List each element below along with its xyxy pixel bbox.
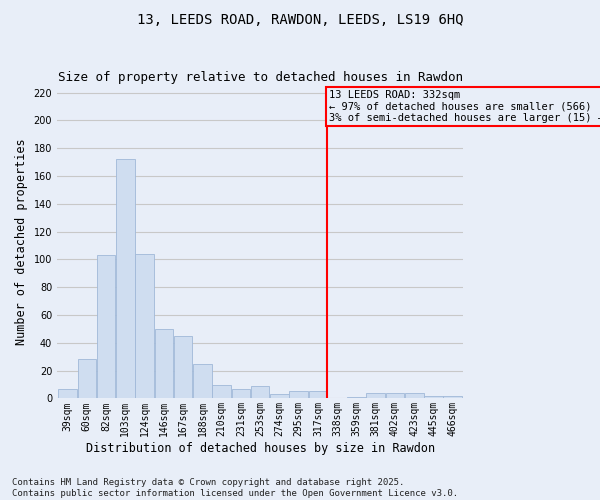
Bar xyxy=(424,396,443,398)
Bar xyxy=(405,393,424,398)
X-axis label: Distribution of detached houses by size in Rawdon: Distribution of detached houses by size … xyxy=(86,442,435,455)
Bar xyxy=(174,336,193,398)
Bar xyxy=(270,394,289,398)
Bar xyxy=(232,388,250,398)
Text: 13 LEEDS ROAD: 332sqm
← 97% of detached houses are smaller (566)
3% of semi-deta: 13 LEEDS ROAD: 332sqm ← 97% of detached … xyxy=(329,90,600,123)
Bar xyxy=(386,393,404,398)
Bar xyxy=(443,396,462,398)
Bar xyxy=(367,393,385,398)
Title: Size of property relative to detached houses in Rawdon: Size of property relative to detached ho… xyxy=(58,72,463,85)
Bar xyxy=(193,364,212,398)
Text: 13, LEEDS ROAD, RAWDON, LEEDS, LS19 6HQ: 13, LEEDS ROAD, RAWDON, LEEDS, LS19 6HQ xyxy=(137,12,463,26)
Bar xyxy=(97,255,115,398)
Bar xyxy=(289,392,308,398)
Text: Contains HM Land Registry data © Crown copyright and database right 2025.
Contai: Contains HM Land Registry data © Crown c… xyxy=(12,478,458,498)
Bar xyxy=(58,388,77,398)
Bar xyxy=(77,360,96,399)
Bar xyxy=(155,329,173,398)
Bar xyxy=(251,386,269,398)
Y-axis label: Number of detached properties: Number of detached properties xyxy=(15,138,28,346)
Bar xyxy=(308,392,327,398)
Bar xyxy=(135,254,154,398)
Bar xyxy=(212,384,231,398)
Bar xyxy=(116,160,134,398)
Bar xyxy=(347,397,366,398)
